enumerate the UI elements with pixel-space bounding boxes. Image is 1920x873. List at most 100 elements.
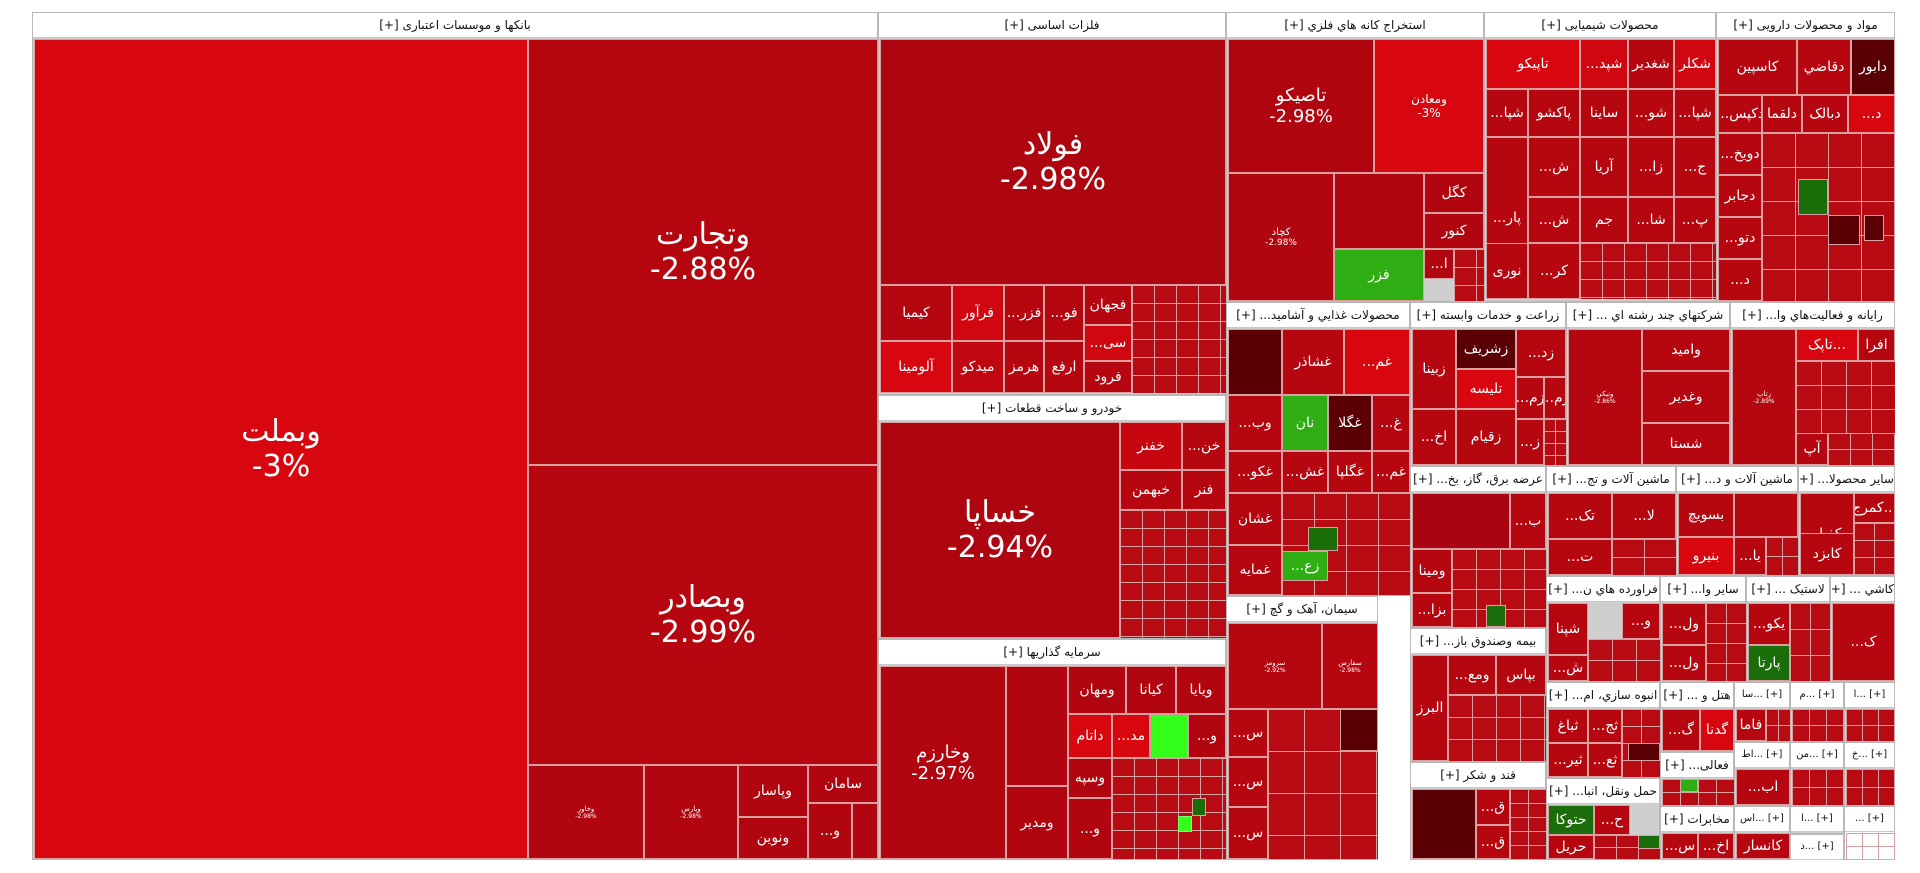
tile-t[interactable]: ...ت <box>1548 539 1612 575</box>
sector-title[interactable]: محصولات شیمیایی [+] <box>1485 13 1715 38</box>
tile-vo2[interactable]: ...و <box>1068 798 1112 859</box>
tile-vghadir[interactable]: وغدیر <box>1642 371 1730 423</box>
tile-ghmaya[interactable]: غمایه <box>1228 545 1282 595</box>
tile-ghshan[interactable]: غشان <box>1228 493 1282 545</box>
tile-kmarj[interactable]: کمرج... <box>1854 493 1895 523</box>
tile-sh1[interactable]: ...ش <box>1528 137 1580 197</box>
tile-kabzd[interactable]: کابزد <box>1800 533 1854 575</box>
tile-tapiko[interactable]: تاپیکو <box>1486 39 1580 89</box>
small-tiles-cluster[interactable] <box>1580 243 1716 299</box>
tile-gham2[interactable]: ...غم <box>1372 451 1410 493</box>
tile-s2[interactable]: ...س <box>1228 757 1268 807</box>
sector-title[interactable]: مواد و محصولات دارویی [+] <box>1717 13 1894 38</box>
tile-akh-tel[interactable]: ...اخ <box>1698 833 1734 859</box>
tile-dark-cement[interactable] <box>1340 709 1378 751</box>
tile-kiana[interactable]: کیانا <box>1126 666 1176 714</box>
sector-title[interactable]: بیمه وصندوق باز... [+] <box>1411 629 1545 654</box>
sector-transport[interactable]: حمل ونقل، انبا... [+] حتوکا حریل ...ح <box>1546 778 1660 860</box>
sector-title[interactable]: انبوه سازي، ام... [+] <box>1547 683 1659 708</box>
tile-sh2[interactable]: ...ش <box>1528 197 1580 243</box>
tile-arfe[interactable]: ارفع <box>1044 341 1084 393</box>
tile-bsoich[interactable]: بسویچ <box>1678 493 1734 537</box>
tile-dark-pharma2[interactable] <box>1864 215 1884 241</box>
tile-akh[interactable]: ...اخ <box>1412 409 1456 465</box>
sector-small-at[interactable]: [+] ...اط ...اب <box>1734 742 1790 806</box>
tile-shpna[interactable]: شپنا <box>1548 603 1588 655</box>
sector-title[interactable]: قند و شکر [+] <box>1411 763 1545 788</box>
sector-small-m[interactable]: [+] ...م <box>1790 682 1844 742</box>
tile-zm[interactable]: ...زم <box>1516 377 1544 419</box>
tile-shpa[interactable]: ...شپا <box>1486 89 1528 137</box>
sector-metals[interactable]: فلزات اساسی [+] فولاد -2.98% کیمیا آلومی… <box>878 12 1226 395</box>
tile-midko[interactable]: میدکو <box>952 341 1004 393</box>
sector-title[interactable]: هتل و ... [+] <box>1661 683 1733 708</box>
small-tiles-cluster[interactable] <box>1454 249 1484 301</box>
tile-tak[interactable]: ...تک <box>1548 493 1612 539</box>
sector-small-sa[interactable]: [+] ...سا فاما <box>1734 682 1790 742</box>
sector-banks[interactable]: بانکها و موسسات اعتباری [+] وبملت -3% وت… <box>32 12 878 860</box>
sector-title[interactable]: سایر وا... [+] <box>1661 577 1745 602</box>
tile-darkgreen-food[interactable] <box>1308 527 1338 551</box>
small-tiles-cluster[interactable] <box>1132 285 1226 393</box>
sector-auto[interactable]: خودرو و ساخت قطعات [+] خساپا -2.94% خفنر… <box>878 395 1226 639</box>
tile-zbina[interactable]: زبینا <box>1412 329 1456 409</box>
tile-vpars[interactable]: وپارس -2.98% <box>644 765 738 859</box>
tile-shpd[interactable]: ...شپد <box>1580 39 1628 89</box>
small-tiles-cluster[interactable] <box>1510 789 1546 859</box>
tile-ghsh[interactable]: ...غش <box>1282 451 1328 493</box>
tile-fazar[interactable]: ...فزر <box>1004 285 1044 341</box>
sector-small-a[interactable]: [+] ...ا <box>1790 806 1844 834</box>
tile-rayane[interactable]: رتاپ -2.89% <box>1732 329 1796 465</box>
tile-kansara[interactable]: کانسار <box>1736 833 1790 859</box>
sector-small-a2[interactable]: [+] ...ا <box>1844 682 1895 742</box>
tile-hh[interactable]: ...ح <box>1594 805 1630 835</box>
tile-sha[interactable]: ...شا <box>1628 197 1674 243</box>
tile-ghegola[interactable]: غگلا <box>1328 395 1372 451</box>
tile-md[interactable]: ...مد <box>1112 714 1150 758</box>
tile-fanr[interactable]: فنر <box>1182 470 1226 510</box>
tile-fo[interactable]: ...فو <box>1044 285 1084 341</box>
tile-fjahan[interactable]: فجهان <box>1084 285 1132 325</box>
small-tiles-cluster[interactable] <box>1766 537 1798 575</box>
tile-faravar[interactable]: فرآور <box>952 285 1004 341</box>
tile-vmahan[interactable]: ومهان <box>1068 666 1126 714</box>
tile-parta[interactable]: پارتا <box>1748 645 1790 681</box>
sector-hotel[interactable]: هتل و ... [+] ...گ گدنا <box>1660 682 1734 752</box>
small-tiles-cluster[interactable] <box>1588 639 1660 681</box>
tile-khan[interactable]: ...خن <box>1182 422 1226 470</box>
tile-tbaa[interactable]: ثباغ <box>1548 709 1588 743</box>
small-tiles-cluster[interactable] <box>1544 419 1566 465</box>
tile-darkgreen-power[interactable] <box>1486 605 1506 627</box>
tile-kimia[interactable]: کیمیا <box>880 285 952 341</box>
tile-vob[interactable]: ...وب <box>1228 395 1282 451</box>
sector-title[interactable]: فعالی... [+] <box>1661 753 1733 778</box>
tile-kaspin[interactable]: کاسپین <box>1718 39 1797 95</box>
small-tiles-cluster[interactable] <box>1854 523 1895 575</box>
tile-zsharif[interactable]: زشریف <box>1456 329 1516 369</box>
sector-title[interactable]: کاشي ... [+] <box>1831 577 1894 602</box>
sector-title[interactable]: ماشین آلات و د... [+] <box>1677 467 1797 492</box>
small-tiles-cluster[interactable] <box>1120 510 1226 638</box>
sector-insurance[interactable]: بیمه وصندوق باز... [+] البرز ...ومع بپاس <box>1410 628 1546 762</box>
tile-zghiam[interactable]: زقیام <box>1456 409 1516 465</box>
tile-ghand[interactable]: ...ق <box>1476 789 1510 825</box>
small-tiles-cluster[interactable] <box>1846 709 1895 741</box>
sector-title[interactable]: فلزات اساسی [+] <box>879 13 1225 38</box>
small-tiles-cluster[interactable] <box>1766 709 1790 741</box>
sector-title[interactable]: [+] ...سا <box>1735 683 1789 708</box>
tile-dakspa[interactable]: ...دکپس <box>1718 95 1762 133</box>
tile-vyaya[interactable]: ویایا <box>1176 666 1226 714</box>
tile-bza[interactable]: ...بزا <box>1412 593 1452 627</box>
sector-electric[interactable]: ماشین آلات و د... [+] بسویچ بنیرو ...یا <box>1676 466 1798 576</box>
sector-title[interactable]: عرضه برق، گاز، بخ... [+] <box>1411 467 1545 492</box>
tile-je[interactable]: ...ج <box>1674 137 1716 197</box>
tile-knur[interactable]: کنور <box>1424 213 1484 249</box>
tile-tapik[interactable]: تاپک... <box>1796 329 1858 361</box>
small-tiles-cluster[interactable] <box>1828 433 1895 465</box>
sector-agri[interactable]: زراعت و خدمات وابسته [+] زبینا ...اخ زشر… <box>1410 302 1566 466</box>
sector-title[interactable]: فراورده هاي ن... [+] <box>1547 577 1659 602</box>
sector-small-kh[interactable]: [+] ...خ <box>1844 742 1895 806</box>
tile-vo[interactable]: ...و <box>1188 714 1226 758</box>
sector-title[interactable]: استخراج کانه هاي فلزي [+] <box>1227 13 1483 38</box>
tile-vamid[interactable]: وامید <box>1642 329 1730 371</box>
